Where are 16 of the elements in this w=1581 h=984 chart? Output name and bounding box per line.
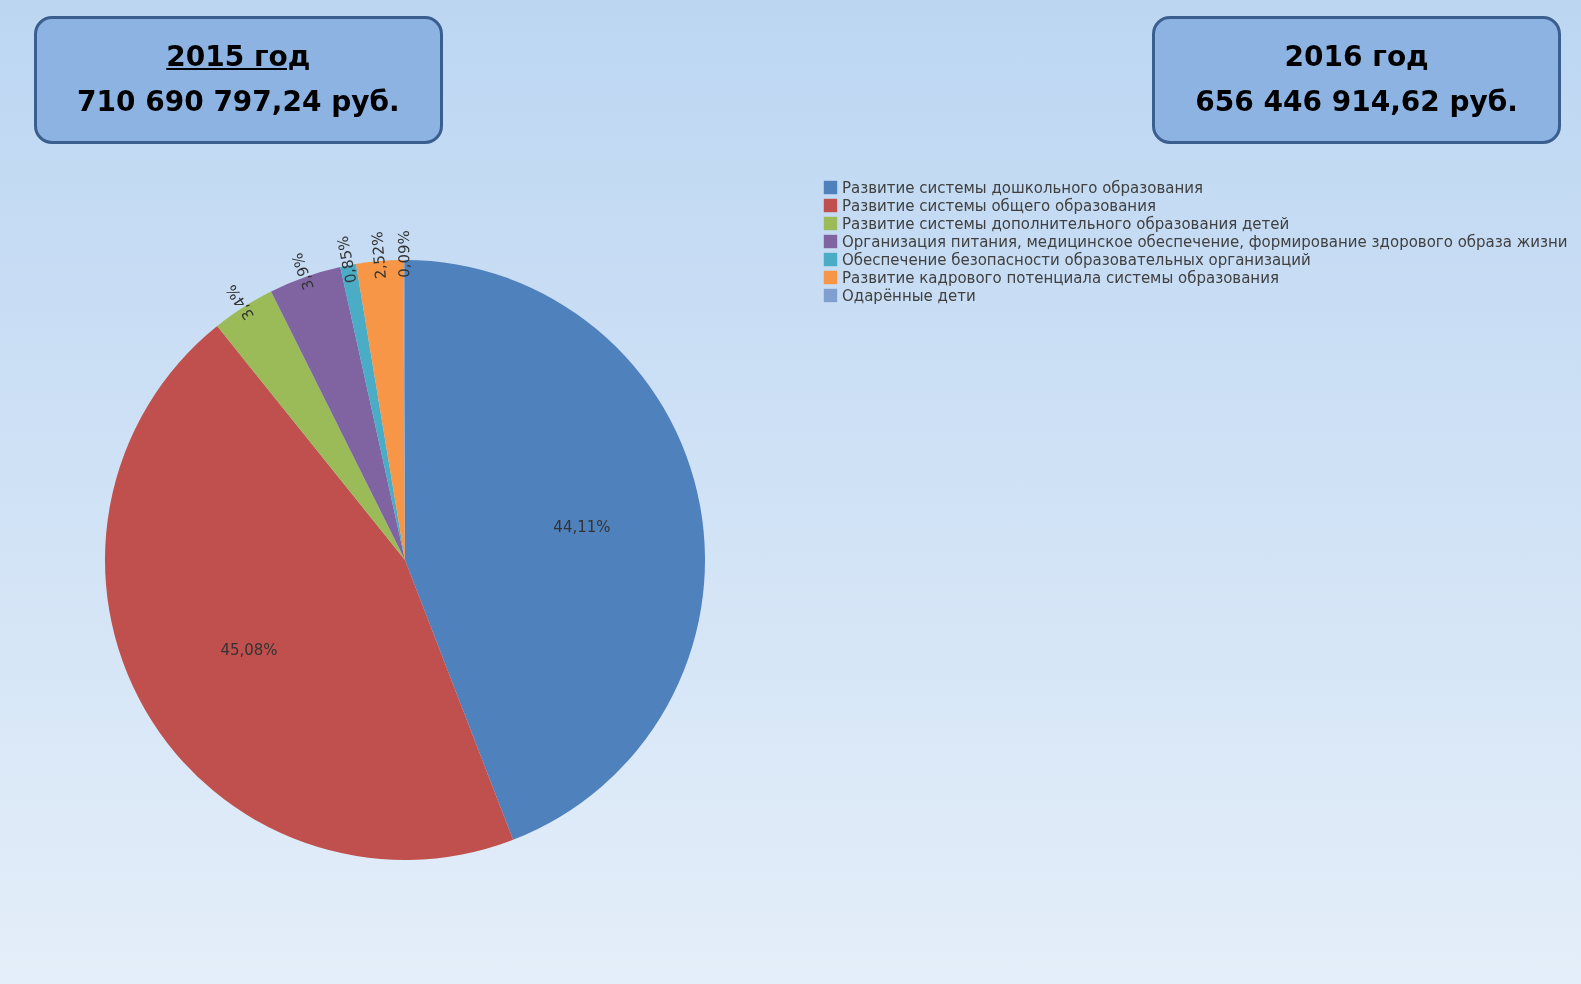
legend-label: Развитие кадрового потенциала системы образования: [842, 268, 1279, 287]
data-label: 0,09%: [395, 230, 414, 278]
data-label: 0,85%: [333, 234, 361, 285]
data-label: 44,11%: [553, 518, 611, 537]
year-caption-box: 2016 год 656 446 914,62 руб.: [1152, 16, 1561, 144]
data-label: 2,52%: [368, 230, 391, 280]
data-label: 3,9%: [288, 250, 318, 293]
pie-slice: [105, 326, 514, 860]
legend-label: Развитие системы дошкольного образования: [842, 178, 1204, 197]
legend-label: Развитие системы дополнительного образования детей: [842, 214, 1290, 233]
legend-label: Развитие системы общего образования: [842, 196, 1156, 215]
legend-label: Одарённые дети: [842, 286, 976, 305]
legend-label: Организация питания, медицинское обеспечение, формирование здорового образа жизни: [842, 232, 1568, 251]
legend-label: Обеспечение безопасности образовательных организаций: [842, 250, 1311, 269]
year-caption-box: 2015 год 710 690 797,24 руб.: [34, 16, 443, 144]
data-label: 45,08%: [220, 640, 278, 659]
